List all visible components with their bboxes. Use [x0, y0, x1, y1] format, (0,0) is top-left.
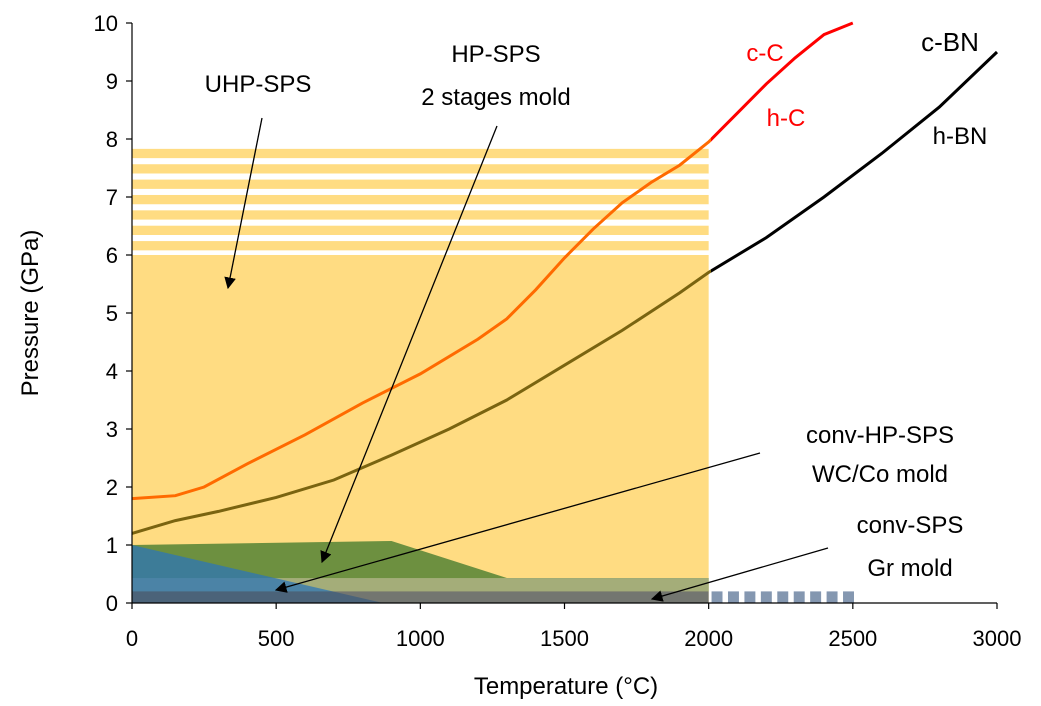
annotation-h-c: h-C: [767, 105, 806, 132]
region-conv-sps-dash: [810, 591, 822, 603]
y-tick-label: 2: [106, 475, 118, 500]
arrow-conv-hp-sps: [274, 452, 761, 593]
region-conv-hp-sps: [132, 545, 383, 603]
region-conv-sps-dash: [711, 591, 723, 603]
region-uhp-sps-stripe: [132, 241, 709, 251]
region-conv-sps-dash: [793, 591, 805, 603]
region-conv-sps-dash: [744, 591, 756, 603]
region-conv-sps: [132, 591, 709, 603]
y-tick-label: 4: [106, 359, 118, 384]
curves-layer: [131, 21, 999, 535]
region-uhp-sps-stripe: [132, 194, 709, 205]
annotation-conv-sps-line1: conv-SPS: [857, 512, 964, 539]
annotation-uhp-sps: UHP-SPS: [205, 71, 312, 98]
region-conv-sps-dash: [843, 591, 854, 603]
annotation-h-bn: h-BN: [933, 123, 988, 150]
y-tick-label: 3: [106, 417, 118, 442]
series-line-c-bn-in-region: [131, 269, 711, 535]
y-tick-label: 8: [106, 127, 118, 152]
y-tick-label: 1: [106, 533, 118, 558]
x-tick-label: 1500: [540, 626, 589, 651]
x-tick-label: 1000: [396, 626, 445, 651]
region-conv-sps-dash: [826, 591, 838, 603]
annotation-hp-sps-line2: 2 stages mold: [421, 84, 570, 111]
annotation-conv-sps-line2: Gr mold: [867, 555, 952, 582]
region-uhp-sps-stripe: [132, 164, 709, 174]
region-uhp-sps-stripe: [132, 225, 709, 235]
regions-layer: [132, 148, 854, 603]
region-conv-sps-dash: [760, 591, 772, 603]
y-tick-label: 10: [94, 11, 118, 36]
x-tick-label: 2000: [684, 626, 733, 651]
y-tick-label: 6: [106, 243, 118, 268]
annotation-c-bn: c-BN: [921, 27, 979, 57]
region-uhp-sps-stripe: [132, 179, 709, 189]
y-tick-label: 9: [106, 69, 118, 94]
x-tick-label: 3000: [973, 626, 1022, 651]
region-conv-sps-dash: [777, 591, 789, 603]
y-tick-label: 7: [106, 185, 118, 210]
region-uhp-sps-stripe: [132, 210, 709, 220]
ticks-layer: 0 500 1000 1500 2000 2500 3000 0 1 2 3 4 5 6 7 8 9 10: [94, 11, 1022, 651]
annotation-conv-hp-sps-line2: WC/Co mold: [812, 461, 948, 488]
region-conv-sps-dash: [727, 591, 739, 603]
annotation-c-c: c-C: [746, 40, 783, 67]
series-line-c-c: [711, 21, 854, 142]
annotation-hp-sps-line1: HP-SPS: [451, 41, 540, 68]
y-tick-label: 5: [106, 301, 118, 326]
x-axis-title: Temperature (°C): [474, 673, 658, 700]
x-tick-label: 500: [258, 626, 295, 651]
series-line-c-bn: [711, 50, 999, 273]
y-axis-title: Pressure (GPa): [17, 230, 44, 397]
arrow-uhp-sps: [224, 117, 263, 290]
arrow-conv-sps: [650, 547, 829, 602]
series-line-c-c-in-region: [131, 137, 711, 501]
x-tick-label: 0: [126, 626, 138, 651]
annotation-conv-hp-sps-line1: conv-HP-SPS: [806, 422, 954, 449]
y-tick-label: 0: [106, 591, 118, 616]
region-uhp-sps-stripe: [132, 148, 709, 159]
arrow-hp-sps: [320, 125, 498, 564]
x-tick-label: 2500: [828, 626, 877, 651]
